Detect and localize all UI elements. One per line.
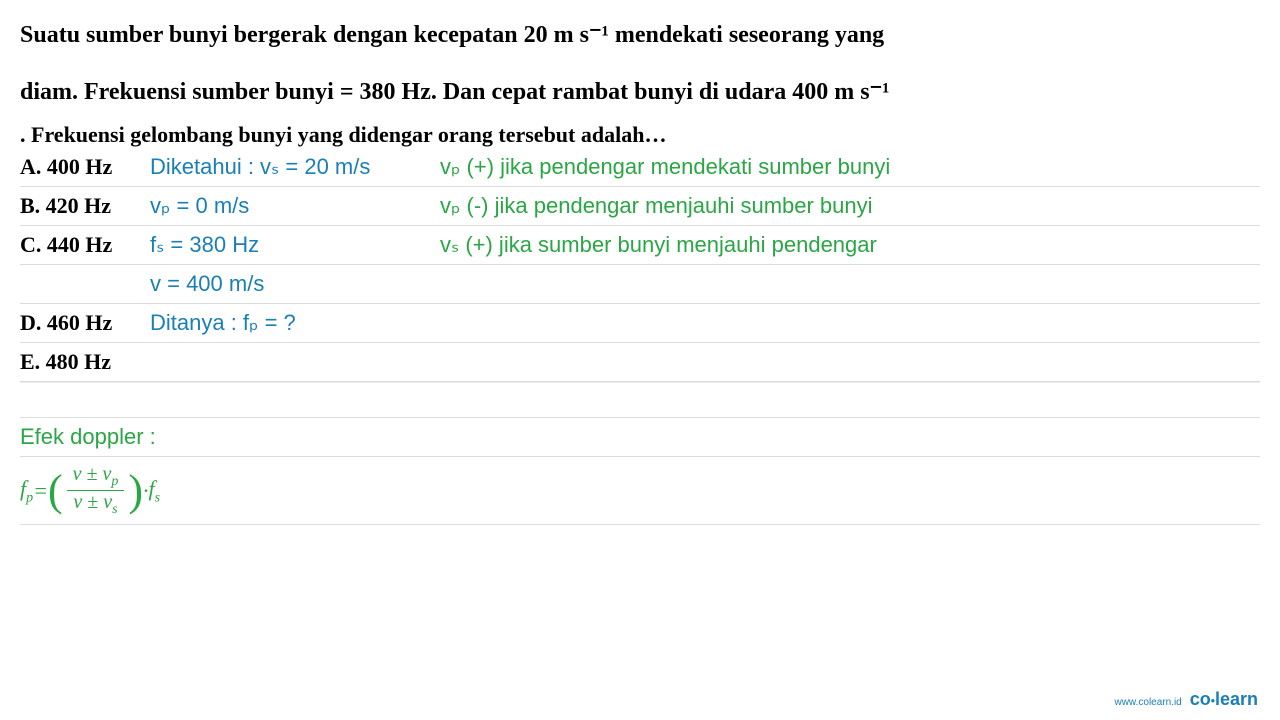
- option-b: B. 420 Hz: [20, 193, 150, 219]
- brand-learn: learn: [1215, 689, 1258, 709]
- den-sub: s: [112, 502, 117, 517]
- row-1: A. 400 Hz Diketahui : vₛ = 20 m/s vₚ (+)…: [20, 148, 1260, 187]
- footer-brand: co•learn: [1190, 689, 1258, 710]
- option-c: C. 440 Hz: [20, 232, 150, 258]
- question-prompt-text: . Frekuensi gelombang bunyi yang didenga…: [20, 122, 666, 147]
- option-a: A. 400 Hz: [20, 154, 150, 180]
- divider: [20, 382, 1260, 418]
- content-area: A. 400 Hz Diketahui : vₛ = 20 m/s vₚ (+)…: [0, 148, 1280, 525]
- num-sub: p: [111, 474, 118, 489]
- fraction-num: v ± vp: [67, 463, 125, 491]
- rule-2: vₚ (-) jika pendengar menjauhi sumber bu…: [440, 193, 873, 219]
- rule-3: vₛ (+) jika sumber bunyi menjauhi penden…: [440, 232, 877, 258]
- question-line-1: Suatu sumber bunyi bergerak dengan kecep…: [0, 0, 1280, 57]
- given-header: Diketahui : vₛ = 20 m/s: [150, 154, 440, 180]
- doppler-formula: fp = ( v ± vp v ± vs ) · fs: [20, 459, 1260, 522]
- doppler-header: Efek doppler :: [20, 424, 156, 450]
- row-2: B. 420 Hz vₚ = 0 m/s vₚ (-) jika pendeng…: [20, 187, 1260, 226]
- formula-row: fp = ( v ± vp v ± vs ) · fs: [20, 457, 1260, 525]
- question-prompt: . Frekuensi gelombang bunyi yang didenga…: [0, 114, 1280, 148]
- den-text: v ± v: [73, 491, 112, 513]
- formula-fs: fs: [149, 476, 161, 506]
- given-fs: fₛ = 380 Hz: [150, 232, 440, 258]
- question-text-1: Suatu sumber bunyi bergerak dengan kecep…: [20, 22, 884, 48]
- row-5: D. 460 Hz Ditanya : fₚ = ?: [20, 304, 1260, 343]
- fraction-den: v ± vs: [67, 491, 123, 518]
- fp-sub: p: [26, 490, 33, 505]
- row-6: E. 480 Hz: [20, 343, 1260, 382]
- brand-co: co: [1190, 689, 1211, 709]
- doppler-header-row: Efek doppler :: [20, 418, 1260, 457]
- footer-url: www.colearn.id: [1114, 697, 1181, 708]
- paren-right: ): [128, 473, 143, 508]
- option-d: D. 460 Hz: [20, 310, 150, 336]
- rule-1: vₚ (+) jika pendengar mendekati sumber b…: [440, 154, 890, 180]
- num-text: v ± v: [73, 463, 112, 485]
- fraction: v ± vp v ± vs: [67, 463, 125, 518]
- fs-sub: s: [155, 490, 160, 505]
- formula-fp: fp: [20, 476, 33, 506]
- paren-left: (: [48, 473, 63, 508]
- row-3: C. 440 Hz fₛ = 380 Hz vₛ (+) jika sumber…: [20, 226, 1260, 265]
- footer: www.colearn.id co•learn: [1114, 689, 1258, 710]
- given-v: v = 400 m/s: [150, 271, 440, 297]
- question-line-2: diam. Frekuensi sumber bunyi = 380 Hz. D…: [0, 57, 1280, 114]
- row-4: v = 400 m/s: [20, 265, 1260, 304]
- formula-equals: =: [33, 478, 48, 504]
- given-vp: vₚ = 0 m/s: [150, 193, 440, 219]
- given-asked: Ditanya : fₚ = ?: [150, 310, 440, 336]
- option-e: E. 480 Hz: [20, 349, 150, 375]
- question-text-2: diam. Frekuensi sumber bunyi = 380 Hz. D…: [20, 79, 889, 105]
